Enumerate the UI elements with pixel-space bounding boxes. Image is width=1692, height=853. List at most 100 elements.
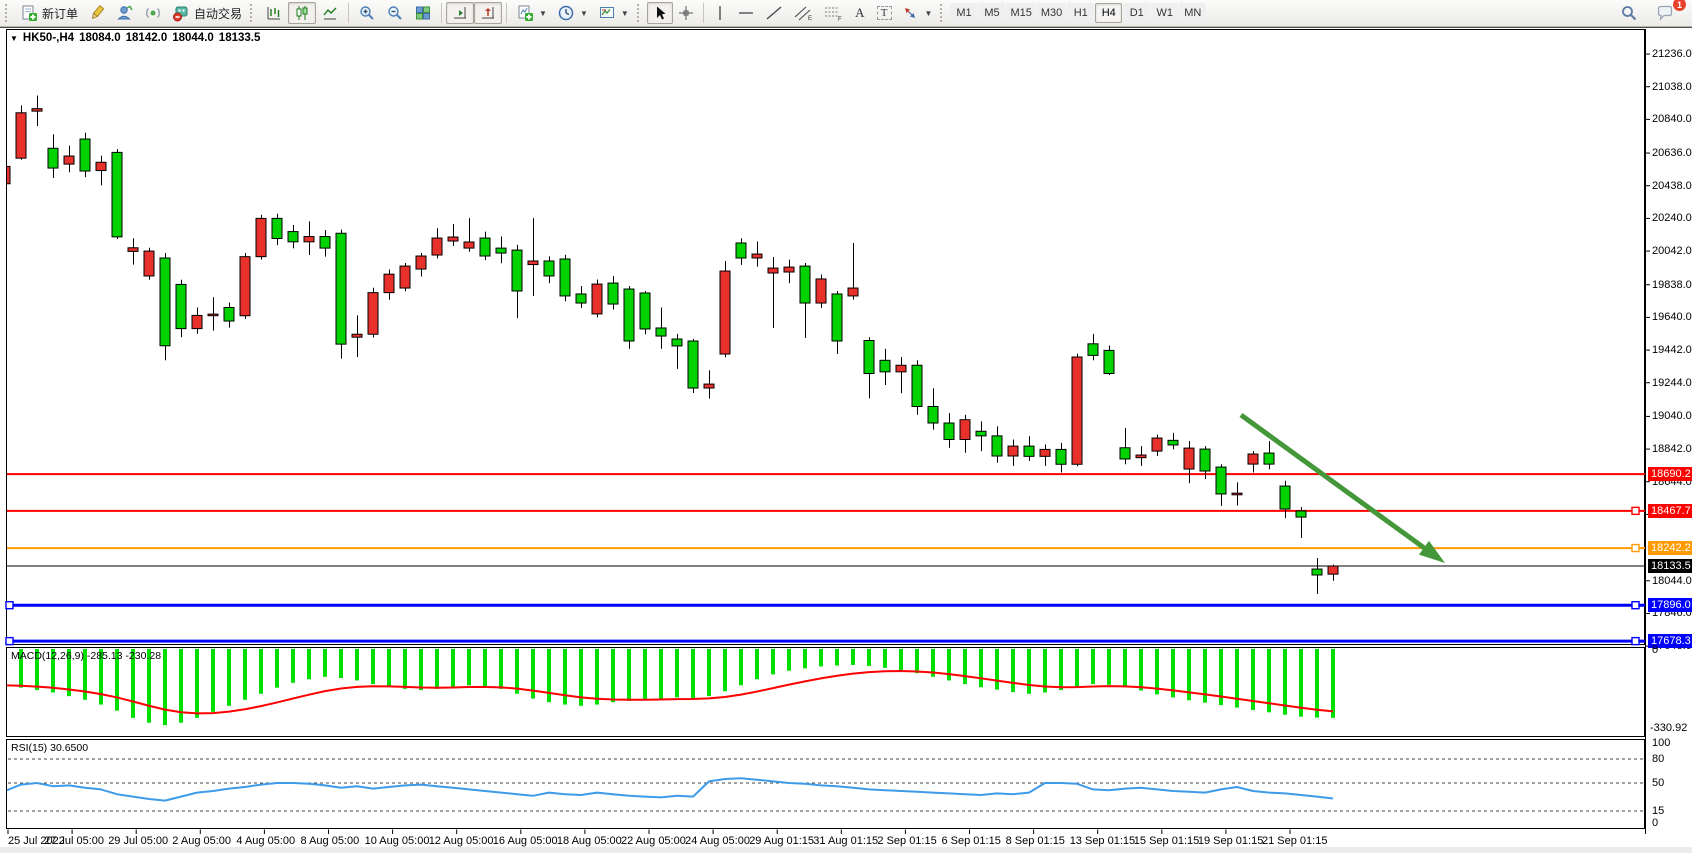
chart-dropdown-icon[interactable]: ▼ [10,33,18,43]
candle-body-bear [943,422,955,441]
candle-body-bull [431,237,443,256]
vertical-line-tool-button[interactable] [708,2,732,24]
toolbar-grip[interactable] [250,4,255,22]
bar-chart-mode-button[interactable] [260,2,288,24]
timeframe-button-MN[interactable]: MN [1179,3,1207,23]
candle-body-bull [31,108,43,112]
templates-menu-button[interactable]: ▼ [593,2,634,24]
notifications-button[interactable]: 1 [1651,0,1686,24]
toolbar-grip[interactable] [636,4,642,22]
candle-body-bull [527,260,539,266]
toolbar-grip[interactable] [940,4,945,22]
price-tick-label: 21236.0 [1652,48,1692,61]
price-level-label-17678.3: 17678.3 [1648,634,1692,649]
candlestick-mode-button[interactable] [288,2,317,24]
arrows-tool-button[interactable]: ▼ [897,2,938,24]
horizontal-line-icon [738,12,753,14]
candle-body-bull [7,165,11,185]
horizontal-line-tool-button[interactable] [732,2,760,24]
chart-window[interactable]: ▼ HK50-,H4 18084.0 18142.0 18044.0 18133… [0,28,1692,853]
text-label-tool-button[interactable]: T [872,2,897,24]
profile-button[interactable] [111,2,139,24]
rsi-axis-100: 100 [1652,737,1671,749]
candle-body-bull [1231,492,1243,496]
search-icon [1622,6,1637,21]
time-label: 27 Jul 05:00 [44,835,105,847]
timeframe-button-M1[interactable]: M1 [950,3,978,23]
price-tick-label: 20240.0 [1652,212,1692,225]
auto-trading-button[interactable]: 自动交易 [167,2,247,24]
candle-body-bear [975,430,987,437]
dropdown-arrow-icon: ▼ [620,8,629,18]
zoom-in-button[interactable] [353,2,381,24]
rsi-name: RSI(15) [11,742,48,754]
periods-menu-button[interactable]: ▼ [552,2,593,24]
candle-body-bear [271,217,283,240]
crosshair-tool-button[interactable] [673,2,699,24]
timeframe-button-M5[interactable]: M5 [978,3,1006,23]
candle-body-bear [175,283,187,330]
candle-body-bull [367,292,379,335]
auto-scroll-button[interactable] [446,2,475,24]
indicator-crayon-button[interactable] [83,2,111,24]
text-tool-button[interactable]: A [848,2,872,24]
fibonacci-icon: F [824,7,842,21]
candle-body-bear [159,257,171,347]
fibonacci-tool-button[interactable]: F [818,2,848,24]
auto-scroll-icon [454,7,467,19]
candle-body-bull [1151,437,1163,452]
line-chart-icon [323,7,337,20]
toolbar-separator [506,3,508,23]
timeframe-button-H4[interactable]: H4 [1095,3,1123,23]
vertical-line-icon [719,6,721,20]
timeframe-button-M30[interactable]: M30 [1036,3,1067,23]
rsi-value: 30.6500 [50,742,89,754]
trendline-tool-button[interactable] [760,2,788,24]
candle-body-bull [63,155,75,165]
candle-body-bull [95,161,107,172]
channel-tool-button[interactable]: E [788,2,818,24]
line-marker [5,636,14,646]
candle-body-bear [927,406,939,424]
candle-body-bear [655,327,667,337]
signal-button[interactable] [139,2,167,24]
time-label: 15 Sep 01:15 [1133,835,1200,847]
rsi-indicator-label: RSI(15) 30.6500 [11,742,88,754]
chart-canvas[interactable] [0,28,1692,853]
candle-body-bear [1055,448,1067,465]
dropdown-arrow-icon: ▼ [539,8,547,18]
cursor-tool-button[interactable] [646,2,673,24]
timeframe-button-D1[interactable]: D1 [1123,3,1151,23]
timeframe-button-M15[interactable]: M15 [1006,3,1036,23]
time-label: 12 Aug 05:00 [428,835,494,847]
toolbar-separator [441,3,443,23]
trendline-icon [766,6,782,20]
macd-signal-value: -230.28 [125,650,162,662]
new-order-button[interactable]: 新订单 [15,2,83,24]
price-tick-label: 20636.0 [1652,147,1692,160]
candle-body-bear [1167,439,1179,446]
candle-body-bear [223,307,235,322]
time-label: 6 Sep 01:15 [941,835,1001,847]
zoom-out-button[interactable] [381,2,409,24]
toolbar-grip[interactable] [5,4,10,22]
line-chart-mode-button[interactable] [316,2,344,24]
line-marker [1631,636,1640,646]
price-tick-label: 18842.0 [1652,443,1692,456]
price-tick-label: 19040.0 [1652,410,1692,423]
candle-body-bear [879,359,891,373]
candle-body-bull [815,278,827,304]
candle-body-bear [1199,448,1211,472]
timeframe-button-H1[interactable]: H1 [1067,3,1095,23]
tile-windows-button[interactable] [409,2,437,24]
candle-body-bull [767,267,779,274]
macd-name: MACD(12,26,9) [11,650,84,662]
search-button[interactable] [1615,2,1643,24]
candle-body-bear [623,288,635,342]
candle-body-bull [847,287,859,297]
timeframe-button-W1[interactable]: W1 [1151,3,1179,23]
zoom-in-icon [360,6,374,20]
bar-chart-icon [267,7,281,20]
indicators-menu-button[interactable]: ▼ [511,2,552,24]
chart-shift-button[interactable] [474,2,503,24]
